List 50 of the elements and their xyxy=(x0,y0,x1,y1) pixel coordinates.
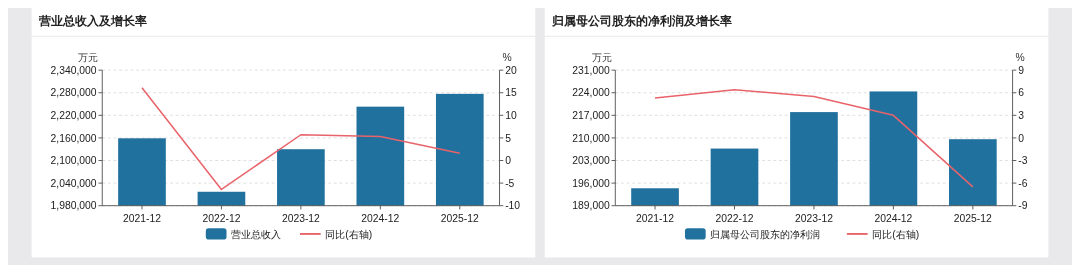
x-tick-label: 2023-12 xyxy=(281,212,321,224)
x-tick-label: 2021-12 xyxy=(123,212,162,224)
x-tick-label: 2023-12 xyxy=(794,212,834,224)
x-tick-label: 2024-12 xyxy=(361,212,400,224)
x-tick-label: 2022-12 xyxy=(202,212,241,224)
y-tick-label: 2,160,000 xyxy=(50,132,97,144)
y2-tick-label: 3 xyxy=(1018,110,1025,122)
y2-tick-label: -5 xyxy=(505,177,515,189)
y-tick-label: 2,340,000 xyxy=(50,64,97,76)
chart-title: 营业总收入及增长率 xyxy=(38,13,148,28)
y-tick-label: 210,000 xyxy=(572,132,610,144)
y2-tick-label: 9 xyxy=(1018,64,1025,76)
x-tick-label: 2025-12 xyxy=(440,212,480,224)
legend-label: 同比(右轴) xyxy=(872,228,920,240)
x-tick-label: 2021-12 xyxy=(636,212,675,224)
y2-tick-label: 20 xyxy=(505,64,517,76)
legend-label: 营业总收入 xyxy=(231,228,282,240)
y-tick-label: 2,100,000 xyxy=(50,155,97,167)
y2-tick-label: 0 xyxy=(505,155,512,167)
y-tick-label: 2,040,000 xyxy=(50,177,97,189)
x-tick-label: 2022-12 xyxy=(715,212,754,224)
y-tick-label: 217,000 xyxy=(572,110,610,122)
y2-tick-label: -9 xyxy=(1018,200,1028,212)
y2-tick-label: -6 xyxy=(1018,177,1028,189)
chart-title: 归属母公司股东的净利润及增长率 xyxy=(551,13,733,28)
y2-tick-label: -10 xyxy=(505,200,521,212)
y-tick-label: 224,000 xyxy=(572,87,610,99)
legend-label: 同比(右轴) xyxy=(325,228,373,240)
y-tick-label: 203,000 xyxy=(572,155,610,167)
y-tick-label: 2,280,000 xyxy=(50,87,97,99)
y-axis-title: 万元 xyxy=(78,51,99,63)
y-tick-label: 189,000 xyxy=(572,200,610,212)
y2-tick-label: -3 xyxy=(1018,155,1028,167)
y2-tick-label: 6 xyxy=(1018,87,1025,99)
legend-label: 归属母公司股东的净利润 xyxy=(710,228,821,240)
y-tick-label: 231,000 xyxy=(572,64,610,76)
x-tick-label: 2025-12 xyxy=(953,212,993,224)
line-series xyxy=(654,88,974,188)
y2-axis-title: % xyxy=(1015,51,1025,63)
y2-tick-label: 10 xyxy=(505,110,517,122)
y-tick-label: 196,000 xyxy=(572,177,610,189)
y-axis-title: 万元 xyxy=(591,51,612,63)
y2-tick-label: 15 xyxy=(505,87,517,99)
y2-axis-title: % xyxy=(502,51,512,63)
y2-tick-label: 0 xyxy=(1018,132,1025,144)
y2-tick-label: 5 xyxy=(505,132,512,144)
x-tick-label: 2024-12 xyxy=(874,212,913,224)
y-tick-label: 1,980,000 xyxy=(50,200,97,212)
y-tick-label: 2,220,000 xyxy=(50,110,97,122)
line-series xyxy=(141,86,461,191)
